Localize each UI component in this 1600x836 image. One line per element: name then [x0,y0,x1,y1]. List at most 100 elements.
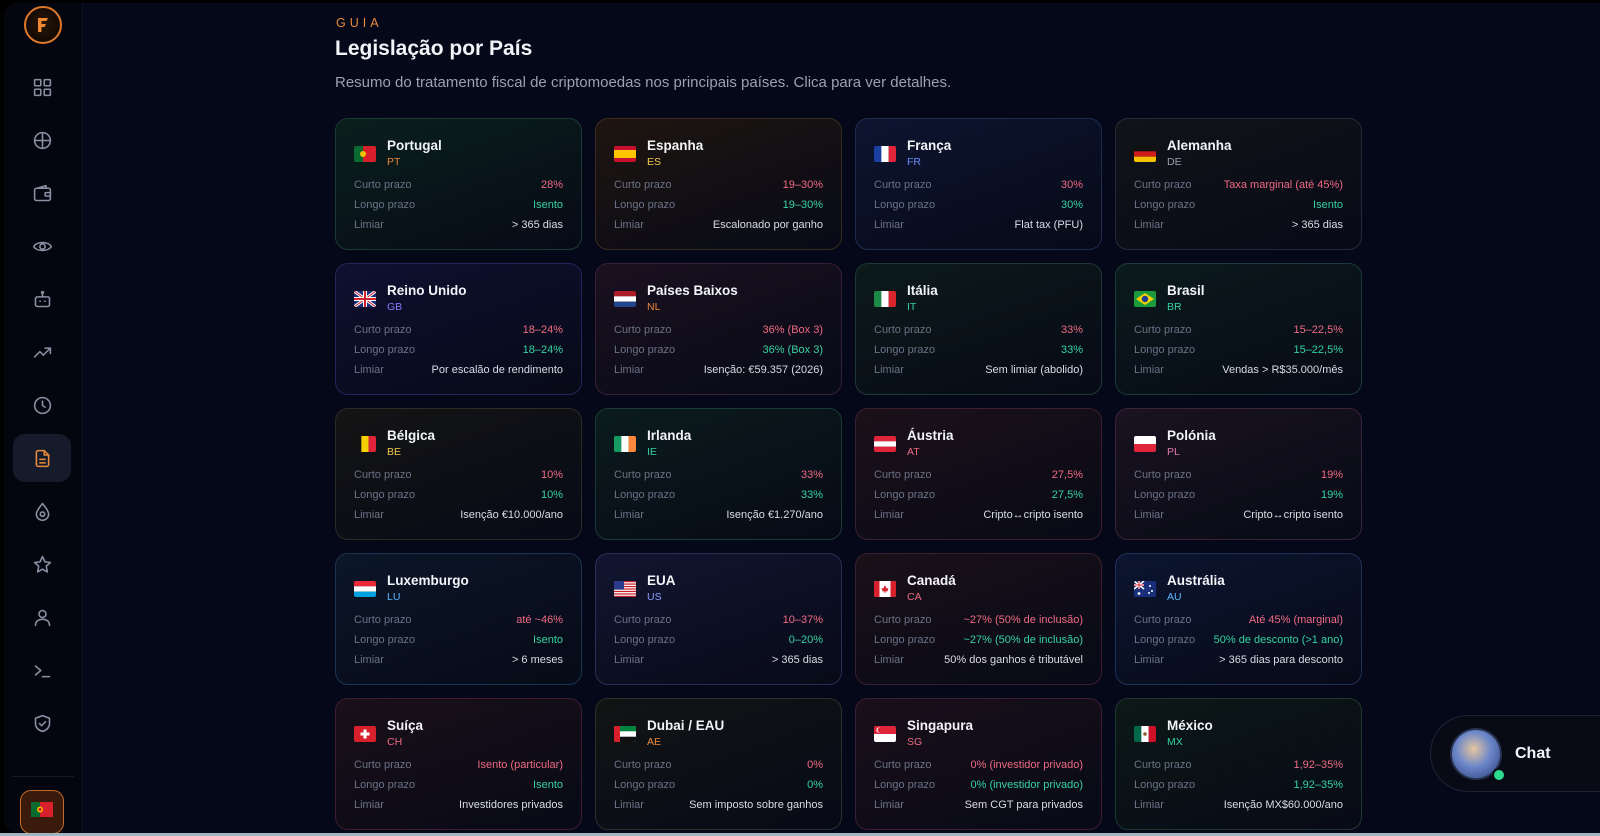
country-card-ch[interactable]: Suíça CH Curto prazo Isento (particular) Lon… [335,698,582,830]
country-card-ie[interactable]: Irlanda IE Curto prazo 33% Longo prazo 33% Lim… [595,408,842,540]
threshold-label: Limiar [614,509,644,521]
sidebar-item-document[interactable] [13,434,71,482]
long-term-row: Longo prazo 1,92–35% [1134,779,1343,793]
country-code: MX [1167,736,1183,748]
country-card-mx[interactable]: México MX Curto prazo 1,92–35% Longo prazo 1,… [1115,698,1362,830]
sidebar-item-globe[interactable] [13,116,71,164]
long-term-value: 36% (Box 3) [762,344,823,356]
long-term-label: Longo prazo [874,199,936,211]
flag-sg-icon [874,726,896,742]
sidebar-item-eye[interactable] [13,222,71,270]
sidebar-item-drop[interactable] [13,487,71,535]
short-term-value: 1,92–35% [1293,759,1343,771]
country-card-br[interactable]: Brasil BR Curto prazo 15–22,5% Longo prazo 15… [1115,263,1362,395]
flag-nl-icon [614,291,636,307]
sidebar-divider [12,776,74,777]
country-name: Dubai / EAU [647,718,725,733]
country-code: DE [1167,156,1182,168]
flag-de-icon [1134,146,1156,162]
long-term-label: Longo prazo [1134,634,1196,646]
threshold-row: Limiar 50% dos ganhos é tributável [874,654,1083,668]
country-card-sg[interactable]: Singapura SG Curto prazo 0% (investidor pri… [855,698,1102,830]
sidebar-item-wallet[interactable] [13,169,71,217]
country-card-pt[interactable]: Portugal PT Curto prazo 28% Longo prazo Isent… [335,118,582,250]
desktop-edge [0,833,1600,836]
country-card-lu[interactable]: Luxemburgo LU Curto prazo até ~46% Longo pra… [335,553,582,685]
sidebar-item-star[interactable] [13,540,71,588]
long-term-label: Longo prazo [354,634,416,646]
sidebar-item-user[interactable] [13,593,71,641]
long-term-row: Longo prazo 27,5% [874,489,1083,503]
long-term-value: 19–30% [782,199,823,211]
shield-check-icon [32,713,53,734]
short-term-label: Curto prazo [354,759,412,771]
short-term-row: Curto prazo 15–22,5% [1134,324,1343,338]
short-term-row: Curto prazo Até 45% (marginal) [1134,614,1343,628]
country-card-be[interactable]: Bélgica BE Curto prazo 10% Longo prazo 10% Lim… [335,408,582,540]
sidebar-item-terminal[interactable] [13,646,71,694]
page-title: Legislação por País [335,37,533,60]
long-term-row: Longo prazo 0% (investidor privado) [874,779,1083,793]
flag-ae-icon [614,726,636,742]
sidebar-item-shield-check[interactable] [13,699,71,747]
country-card-nl[interactable]: Países Baixos NL Curto prazo 36% (Box 3) Lon… [595,263,842,395]
country-code: CH [387,736,403,748]
sidebar-item-robot[interactable] [13,275,71,323]
threshold-row: Limiar > 365 dias [1134,219,1343,233]
short-term-value: 19–30% [782,179,823,191]
country-card-us[interactable]: EUA US Curto prazo 10–37% Longo prazo 0–20% Li… [595,553,842,685]
long-term-value: 0% (investidor privado) [970,779,1084,791]
long-term-label: Longo prazo [874,489,936,501]
country-card-it[interactable]: Itália IT Curto prazo 33% Longo prazo 33% Limi… [855,263,1102,395]
country-name: Reino Unido [387,283,467,298]
long-term-row: Longo prazo 30% [874,199,1083,213]
country-name: Alemanha [1167,138,1232,153]
country-card-es[interactable]: Espanha ES Curto prazo 19–30% Longo prazo 19–… [595,118,842,250]
country-card-gb[interactable]: Reino Unido GB Curto prazo 18–24% Longo praz… [335,263,582,395]
threshold-value: Sem CGT para privados [964,799,1083,811]
long-term-value: ~27% (50% de inclusão) [963,634,1083,646]
country-card-pl[interactable]: Polónia PL Curto prazo 19% Longo prazo 19% Lim… [1115,408,1362,540]
long-term-value: 50% de desconto (>1 ano) [1213,634,1343,646]
threshold-label: Limiar [614,219,644,231]
short-term-value: Taxa marginal (até 45%) [1223,179,1343,191]
country-name: Suíça [387,718,424,733]
threshold-row: Limiar Isenção: €59.357 (2026) [614,364,823,378]
long-term-label: Longo prazo [874,344,936,356]
country-code: IT [907,301,917,313]
app-logo[interactable] [24,6,62,44]
country-card-at[interactable]: Áustria AT Curto prazo 27,5% Longo prazo 27,5… [855,408,1102,540]
threshold-value: Sem limiar (abolido) [985,364,1083,376]
threshold-row: Limiar Por escalão de rendimento [354,364,563,378]
threshold-row: Limiar Isenção MX$60.000/ano [1134,799,1343,813]
flag-gb-icon [354,291,376,307]
country-card-ca[interactable]: Canadá CA Curto prazo ~27% (50% de inclusão… [855,553,1102,685]
short-term-value: Isento (particular) [477,759,563,771]
country-name: Portugal [387,138,442,153]
short-term-label: Curto prazo [614,179,672,191]
country-card-fr[interactable]: França FR Curto prazo 30% Longo prazo 30% Limi… [855,118,1102,250]
country-card-de[interactable]: Alemanha DE Curto prazo Taxa marginal (até … [1115,118,1362,250]
language-switch-button[interactable] [20,790,64,833]
sidebar-item-trending-up[interactable] [13,328,71,376]
threshold-label: Limiar [614,799,644,811]
page-subtitle: Resumo do tratamento fiscal de criptomoe… [335,74,952,91]
short-term-label: Curto prazo [614,614,672,626]
country-card-ae[interactable]: Dubai / EAU AE Curto prazo 0% Longo prazo 0% L… [595,698,842,830]
short-term-row: Curto prazo Taxa marginal (até 45%) [1134,179,1343,193]
chat-launcher-button[interactable]: Chat [1430,715,1600,792]
short-term-value: 33% [800,469,823,481]
country-card-au[interactable]: Austrália AU Curto prazo Até 45% (marginal)… [1115,553,1362,685]
short-term-row: Curto prazo 33% [614,469,823,483]
short-term-row: Curto prazo 0% [614,759,823,773]
clock-icon [32,395,53,416]
short-term-label: Curto prazo [354,179,412,191]
long-term-value: 0% [807,779,823,791]
long-term-label: Longo prazo [1134,779,1196,791]
short-term-label: Curto prazo [1134,324,1192,336]
short-term-label: Curto prazo [1134,179,1192,191]
sidebar-item-dashboard-grid[interactable] [13,63,71,111]
threshold-value: Isenção €10.000/ano [460,509,563,521]
long-term-label: Longo prazo [874,634,936,646]
sidebar-item-clock[interactable] [13,381,71,429]
